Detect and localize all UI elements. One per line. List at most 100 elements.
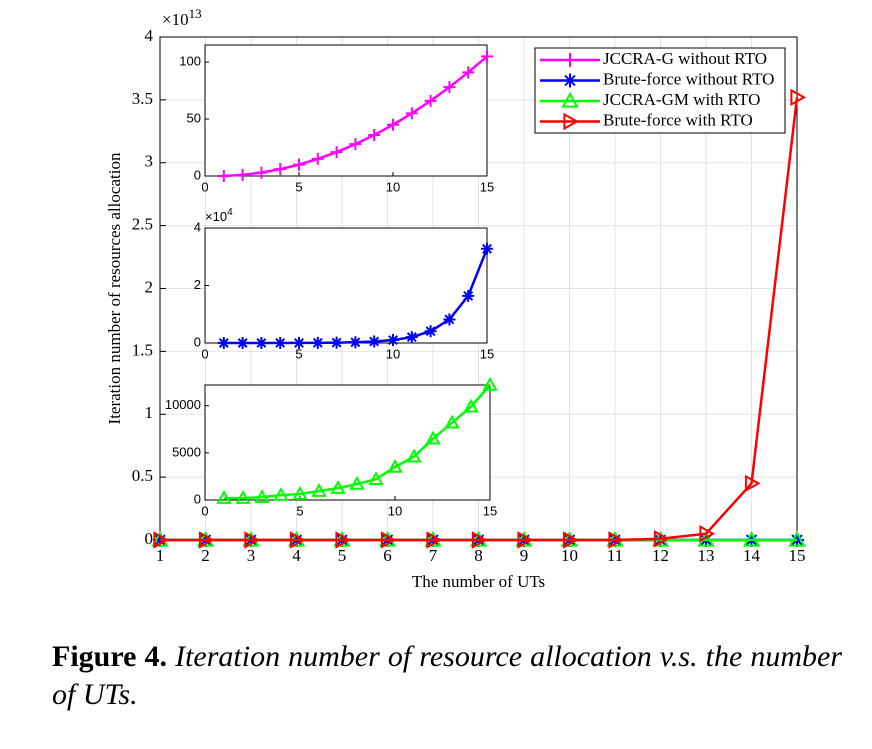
y-tick-label: 0 bbox=[194, 491, 201, 506]
x-tick-label: 0 bbox=[201, 346, 208, 361]
x-axis-label: The number of UTs bbox=[412, 572, 545, 591]
marker bbox=[463, 398, 479, 413]
marker bbox=[424, 94, 437, 107]
marker bbox=[244, 531, 261, 549]
x-tick-label: 13 bbox=[698, 546, 715, 565]
marker bbox=[293, 336, 305, 349]
y-tick-label: 2 bbox=[145, 277, 154, 296]
marker bbox=[387, 118, 399, 131]
y-tick-label: 2 bbox=[194, 277, 201, 292]
axes-box bbox=[204, 384, 491, 501]
legend-marker bbox=[561, 91, 579, 108]
marker bbox=[349, 138, 362, 151]
x-tick-label: 5 bbox=[338, 546, 347, 565]
marker bbox=[444, 414, 460, 429]
x-tick-label: 5 bbox=[296, 503, 303, 518]
y-tick-label: 0.5 bbox=[132, 466, 153, 485]
marker bbox=[330, 146, 343, 159]
x-tick-label: 0 bbox=[201, 179, 208, 194]
x-tick-label: 1 bbox=[156, 546, 165, 565]
legend-label: JCCRA-GM with RTO bbox=[603, 90, 760, 109]
x-tick-label: 11 bbox=[607, 546, 623, 565]
marker bbox=[387, 458, 403, 473]
caption-label: Figure 4. bbox=[52, 640, 168, 673]
x-tick-label: 5 bbox=[295, 346, 302, 361]
x-tick-label: 0 bbox=[201, 503, 208, 518]
marker bbox=[425, 430, 441, 445]
marker bbox=[217, 336, 230, 349]
inset-background bbox=[205, 228, 487, 343]
inset-background bbox=[205, 45, 487, 176]
y-tick-label: 5000 bbox=[172, 444, 201, 459]
x-tick-label: 15 bbox=[480, 346, 494, 361]
marker bbox=[289, 531, 306, 549]
marker bbox=[653, 530, 670, 548]
x-tick-label: 10 bbox=[386, 346, 400, 361]
marker bbox=[236, 168, 249, 181]
y-tick-label: 100 bbox=[179, 54, 201, 69]
marker bbox=[481, 242, 493, 255]
marker bbox=[443, 81, 456, 94]
caption: Figure 4. Iteration number of resource a… bbox=[52, 638, 842, 714]
marker bbox=[235, 490, 251, 504]
marker bbox=[462, 289, 475, 302]
x-tick-label: 15 bbox=[480, 179, 494, 194]
marker bbox=[462, 66, 475, 79]
x-tick-label: 6 bbox=[383, 546, 392, 565]
marker bbox=[368, 471, 384, 486]
y-tick-label: 3.5 bbox=[132, 89, 153, 108]
marker bbox=[330, 480, 346, 494]
marker bbox=[292, 486, 308, 500]
marker bbox=[255, 336, 268, 349]
y-multiplier: ×1013 bbox=[162, 6, 202, 29]
marker bbox=[274, 163, 287, 176]
x-tick-label: 4 bbox=[292, 546, 301, 565]
x-tick-label: 15 bbox=[483, 503, 497, 518]
x-tick-label: 10 bbox=[388, 503, 402, 518]
y-multiplier-base: ×10 bbox=[162, 10, 189, 29]
y-tick-label: 4 bbox=[145, 26, 154, 45]
marker bbox=[562, 531, 579, 549]
x-tick-label: 10 bbox=[386, 179, 400, 194]
marker bbox=[198, 531, 215, 549]
marker bbox=[405, 331, 418, 344]
x-tick-label: 5 bbox=[295, 179, 302, 194]
marker bbox=[349, 336, 362, 349]
marker bbox=[744, 474, 761, 493]
marker bbox=[368, 335, 381, 348]
y-tick-label: 50 bbox=[187, 110, 201, 125]
marker bbox=[481, 50, 493, 63]
y-tick-label: 3 bbox=[145, 152, 154, 171]
x-tick-label: 8 bbox=[474, 546, 483, 565]
marker bbox=[274, 336, 287, 349]
legend-label: JCCRA-G without RTO bbox=[603, 49, 767, 68]
marker bbox=[788, 530, 806, 547]
y-multiplier: ×104 bbox=[205, 207, 233, 225]
x-tick-label: 9 bbox=[520, 546, 529, 565]
x-tick-label: 2 bbox=[201, 546, 210, 565]
marker bbox=[311, 482, 327, 497]
marker bbox=[387, 334, 399, 347]
legend-label: Brute-force with RTO bbox=[603, 110, 753, 129]
marker bbox=[517, 531, 534, 549]
marker bbox=[406, 448, 422, 463]
marker bbox=[236, 336, 249, 349]
y-axis-label: Iteration number of resources allocation bbox=[105, 152, 124, 424]
series-line bbox=[160, 97, 799, 542]
marker bbox=[311, 336, 324, 349]
inset-background bbox=[205, 385, 490, 500]
x-tick-label: 3 bbox=[247, 546, 256, 565]
legend-marker bbox=[563, 53, 577, 67]
marker bbox=[742, 530, 761, 547]
x-tick-label: 14 bbox=[743, 546, 761, 565]
marker bbox=[330, 336, 343, 349]
caption-text: Iteration number of resource allocation … bbox=[52, 640, 843, 711]
y-tick-label: 10000 bbox=[165, 397, 201, 412]
marker bbox=[405, 107, 418, 120]
axes-box bbox=[204, 44, 488, 177]
marker bbox=[443, 313, 456, 326]
marker bbox=[153, 531, 170, 549]
marker bbox=[254, 489, 270, 503]
marker bbox=[471, 531, 488, 549]
